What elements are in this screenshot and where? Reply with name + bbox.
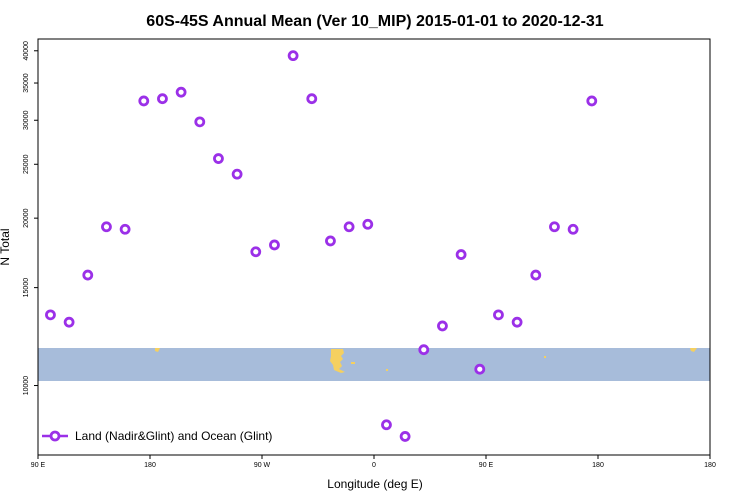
data-point bbox=[119, 223, 131, 235]
y-tick-label: 35000 bbox=[23, 73, 30, 93]
y-axis-label: N Total bbox=[0, 228, 12, 265]
data-point bbox=[269, 239, 280, 251]
data-point bbox=[418, 344, 430, 356]
data-point bbox=[306, 93, 318, 105]
data-point bbox=[138, 95, 150, 107]
data-point bbox=[567, 223, 579, 235]
data-point bbox=[362, 218, 374, 230]
map-band bbox=[38, 348, 710, 381]
land-island-east bbox=[544, 356, 546, 358]
y-tick-label: 20000 bbox=[23, 208, 30, 228]
y-tick-label: 40000 bbox=[23, 41, 30, 61]
data-point bbox=[325, 235, 336, 247]
x-ticks: 90 E 180 90 W 0 90 E 180 180 bbox=[31, 455, 716, 469]
y-tick-label: 10000 bbox=[23, 376, 30, 396]
y-tick-label: 30000 bbox=[23, 110, 30, 130]
x-axis-label: Longitude (deg E) bbox=[327, 477, 422, 491]
data-point bbox=[250, 246, 262, 258]
legend-marker bbox=[49, 430, 61, 442]
data-point bbox=[493, 309, 504, 321]
y-tick-label: 25000 bbox=[23, 154, 30, 174]
data-point bbox=[511, 316, 523, 328]
chart-title: 60S-45S Annual Mean (Ver 10_MIP) 2015-01… bbox=[146, 13, 604, 30]
data-point bbox=[63, 316, 75, 328]
data-point bbox=[194, 116, 206, 128]
data-point bbox=[549, 221, 560, 233]
data-point bbox=[101, 221, 112, 233]
data-point bbox=[82, 269, 94, 281]
legend: Land (Nadir&Glint) and Ocean (Glint) bbox=[42, 429, 272, 443]
x-tick-label: 90 E bbox=[31, 462, 46, 469]
land-south-america bbox=[330, 349, 345, 373]
x-tick-label: 180 bbox=[144, 462, 156, 469]
land-falklands bbox=[351, 362, 355, 364]
y-tick-label: 15000 bbox=[23, 278, 30, 298]
data-points bbox=[45, 50, 598, 442]
land-new-zealand bbox=[155, 348, 160, 352]
land-new-zealand-east bbox=[690, 348, 697, 352]
data-point bbox=[343, 221, 355, 233]
data-point bbox=[381, 419, 392, 431]
y-ticks: 10000 15000 20000 25000 30000 35000 40000 bbox=[23, 41, 38, 395]
x-tick-label: 90 W bbox=[254, 462, 271, 469]
data-point bbox=[45, 309, 56, 321]
data-point bbox=[231, 168, 243, 180]
x-tick-label: 180 bbox=[704, 462, 716, 469]
data-point bbox=[586, 95, 598, 107]
data-point bbox=[213, 153, 224, 164]
data-point bbox=[157, 93, 168, 105]
land-south-georgia bbox=[386, 369, 388, 371]
plot-area: 90 E 180 90 W 0 90 E 180 180 10000 15000 20000 25… bbox=[23, 38, 716, 469]
x-tick-label: 0 bbox=[372, 462, 376, 469]
data-point bbox=[437, 320, 448, 332]
x-tick-label: 180 bbox=[592, 462, 604, 469]
data-point bbox=[474, 363, 486, 375]
x-tick-label: 90 E bbox=[479, 462, 494, 469]
data-point bbox=[175, 86, 187, 98]
land-patches bbox=[155, 348, 697, 373]
data-point bbox=[399, 431, 411, 442]
legend-label: Land (Nadir&Glint) and Ocean (Glint) bbox=[75, 429, 272, 443]
data-point bbox=[530, 269, 542, 281]
data-point bbox=[455, 249, 467, 260]
data-point bbox=[287, 50, 299, 62]
